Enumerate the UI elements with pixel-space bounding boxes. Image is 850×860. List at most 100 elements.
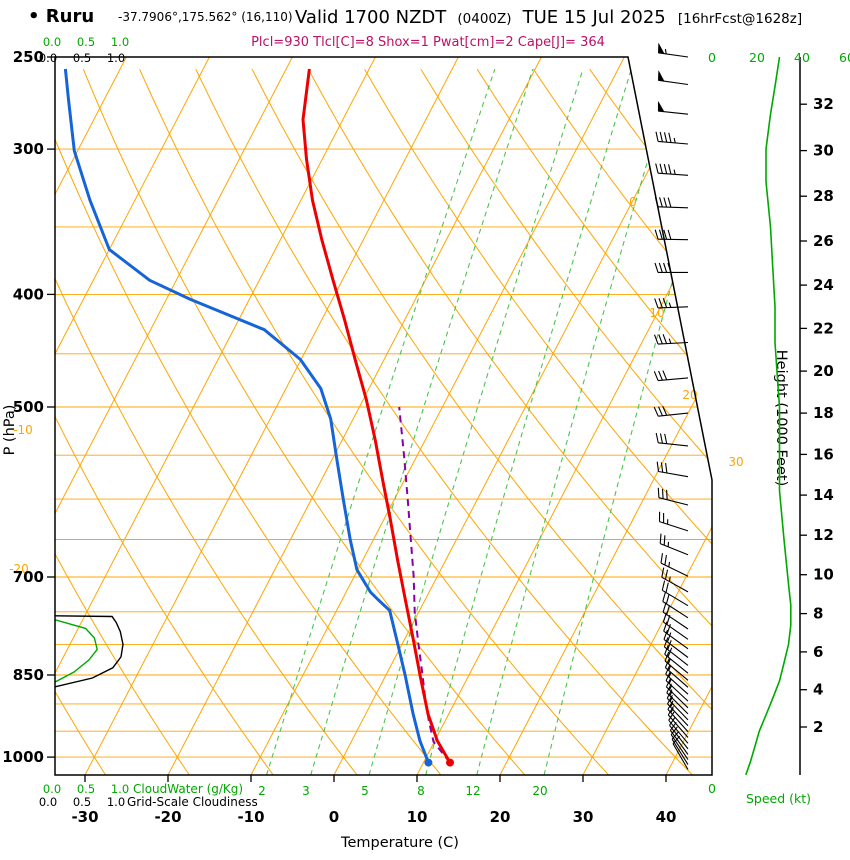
mixing-ratio-lines (266, 69, 712, 775)
barb-full (667, 706, 674, 716)
barb-half (667, 658, 671, 665)
wind-barb (658, 42, 689, 58)
barb-staff (665, 667, 689, 688)
height-tick-label: 14 (813, 486, 834, 504)
barb-full (660, 553, 664, 564)
speed-axis-title: Speed (kt) (746, 791, 811, 806)
barb-full (659, 533, 662, 544)
barb-full (658, 229, 663, 240)
mixing-ratio-line (266, 69, 496, 775)
pressure-tick-label: 700 (13, 568, 44, 586)
isotherm-lines (55, 57, 712, 775)
wind-barb (662, 591, 689, 619)
barb-full (670, 726, 678, 736)
barb-full (654, 298, 659, 309)
axis-ticks (47, 56, 807, 782)
barb-staff (657, 341, 689, 345)
wind-barb (667, 694, 689, 727)
wind-barb (665, 664, 689, 695)
barb-full (654, 197, 659, 207)
barb-full (663, 163, 668, 174)
barb-staff (658, 412, 689, 417)
barb-staff (657, 238, 689, 241)
barb-full (664, 644, 669, 655)
temperature-tick-label: -20 (154, 808, 181, 826)
barb-staff (659, 521, 689, 532)
barb-full (668, 164, 672, 175)
barb-full (665, 463, 668, 474)
barb-staff (662, 601, 689, 619)
wind-barb (661, 567, 689, 593)
wind-barb (667, 700, 689, 733)
dry-adiabat-line (476, 68, 712, 775)
dry-adiabat-line (55, 69, 106, 775)
barb-full (663, 132, 668, 143)
wind-barb (654, 298, 689, 309)
barb-staff (658, 442, 689, 447)
height-tick-label: 4 (813, 681, 823, 699)
barb-full (663, 637, 669, 648)
barb-full (663, 629, 668, 640)
wind-barb (663, 629, 689, 658)
barb-half (668, 678, 672, 684)
barb-staff (671, 738, 689, 765)
barb-flag (658, 42, 665, 55)
barb-flag (657, 100, 665, 112)
barb-half (668, 665, 672, 671)
barb-full (658, 334, 663, 344)
barb-full (665, 582, 669, 593)
barb-full (663, 197, 668, 208)
barb-half (669, 685, 673, 691)
barb-staff (662, 589, 689, 607)
wind-barb (664, 658, 689, 688)
valid-prefix: Valid 1700 NZDT (295, 7, 447, 28)
cloud-scale-tick: 0.5 (77, 782, 95, 796)
wind-barb (655, 163, 689, 176)
height-tick-label: 20 (813, 362, 834, 380)
wind-barb (661, 580, 689, 607)
cloud-scale-tick: 0.5 (73, 795, 91, 809)
wind-barb (656, 461, 689, 478)
temperature-tick-label: -30 (71, 808, 98, 826)
barb-staff (660, 562, 689, 577)
wind-barb (666, 683, 689, 715)
barb-full (664, 651, 670, 662)
barb-staff (658, 172, 689, 176)
barb-full (662, 602, 667, 613)
isotherm-line (84, 57, 459, 775)
barb-staff (670, 734, 689, 760)
wind-barb (658, 511, 689, 532)
barb-full (667, 700, 674, 710)
barb-full (663, 262, 668, 273)
barb-staff (667, 714, 689, 738)
barb-half (673, 169, 676, 175)
height-axis-title: Height (1000 Feet) (773, 350, 789, 486)
sounding-layer (63, 68, 454, 767)
temperature-axis-title: Temperature (C) (340, 835, 459, 851)
wind-barb (672, 735, 689, 770)
barb-full (664, 658, 670, 668)
barb-full (654, 262, 659, 273)
barb-full (666, 604, 671, 615)
barb-staff (665, 673, 689, 695)
barb-full (654, 229, 659, 240)
valid-zulu: (0400Z) (457, 11, 511, 27)
barb-staff (663, 630, 689, 650)
barb-full (656, 461, 660, 472)
height-tick-label: 26 (813, 232, 834, 250)
isotherm-line (416, 57, 712, 775)
barb-full (667, 647, 673, 658)
barb-full (659, 163, 663, 174)
isotherm-line (55, 57, 127, 775)
barb-flag (658, 69, 665, 82)
barb-full (662, 298, 668, 308)
barb-half (669, 691, 673, 696)
barb-full (667, 197, 672, 208)
barb-staff (659, 543, 689, 556)
station-name: • Ruru (28, 6, 94, 27)
wind-barb (654, 262, 688, 273)
wind-barb (660, 553, 689, 577)
wind-barb (664, 651, 689, 681)
dry-adiabat-line (307, 68, 712, 775)
barb-full (655, 163, 659, 174)
